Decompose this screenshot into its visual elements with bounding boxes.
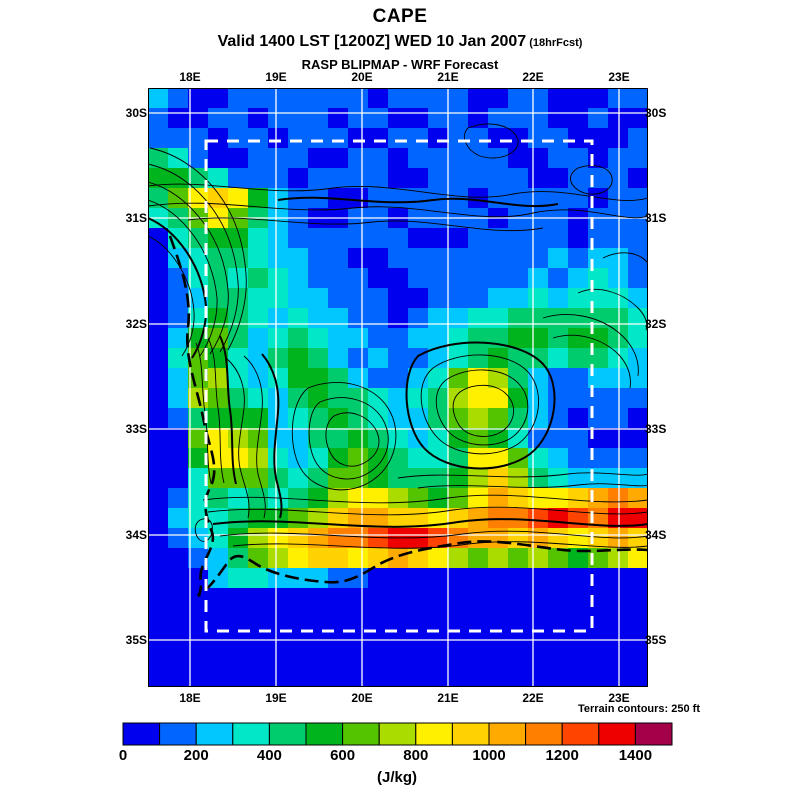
- coastline: [168, 235, 648, 598]
- lon-label-bottom-23E: 23E: [608, 691, 630, 705]
- lat-label-left-30S: 30S: [125, 106, 147, 120]
- lat-label-left-31S: 31S: [125, 211, 147, 225]
- valid-time-line: Valid 1400 LST [1200Z] WED 10 Jan 2007 (…: [0, 33, 800, 51]
- lon-label-top-19E: 19E: [265, 70, 287, 84]
- terrain-contour: [577, 289, 648, 331]
- colorbar-tick-label-0: 0: [118, 747, 128, 764]
- cape-map-svg: [148, 88, 648, 687]
- lat-label-left-33S: 33S: [125, 422, 147, 436]
- terrain-contour: [420, 354, 540, 455]
- map-border: [148, 88, 648, 687]
- terrain-contour: [542, 314, 639, 377]
- terrain-contour: [148, 181, 229, 355]
- colorbar-segment-1400: [634, 722, 673, 746]
- page-title: CAPE: [372, 6, 428, 27]
- terrain-contour: [325, 412, 380, 467]
- lon-label-bottom-19E: 19E: [265, 691, 287, 705]
- terrain-contour-bold: [148, 217, 208, 359]
- lat-label-right-30S: 30S: [645, 106, 667, 120]
- colorbar-tick-label-1200: 1200: [545, 747, 579, 764]
- lon-label-top-22E: 22E: [522, 70, 544, 84]
- terrain-contour: [202, 494, 648, 504]
- lat-label-left-34S: 34S: [125, 528, 147, 542]
- colorbar-segment-800: [415, 722, 453, 746]
- colorbar-tick-label-600: 600: [330, 747, 356, 764]
- terrain-contour-bold: [219, 335, 237, 485]
- colorbar-segment-600: [342, 722, 380, 746]
- inner-domain-box: [204, 139, 594, 633]
- lat-label-right-31S: 31S: [645, 211, 667, 225]
- colorbar-tick-label-1400: 1400: [618, 747, 653, 764]
- lat-label-right-34S: 34S: [645, 528, 667, 542]
- terrain-contour: [148, 235, 195, 357]
- terrain-contour-bold: [212, 518, 648, 528]
- model-subtitle: RASP BLIPMAP - WRF Forecast: [301, 57, 499, 72]
- terrain-contour: [464, 123, 519, 159]
- terrain-contour: [225, 357, 250, 519]
- colorbar-tick-label-1000: 1000: [472, 747, 506, 764]
- terrain-contour: [291, 382, 397, 491]
- lat-label-right-32S: 32S: [645, 317, 667, 331]
- colorbar-segment-300: [232, 722, 270, 746]
- terrain-contour: [219, 530, 648, 539]
- cape-fill-cells: [148, 88, 648, 687]
- terrain-contour: [148, 202, 648, 219]
- lon-label-bottom-21E: 21E: [437, 691, 459, 705]
- terrain-contour: [435, 369, 529, 446]
- colorbar-segment-100: [159, 722, 197, 746]
- lat-label-right-33S: 33S: [645, 422, 667, 436]
- terrain-contour: [207, 337, 225, 484]
- colorbar-svg: [122, 722, 673, 746]
- lon-label-top-18E: 18E: [179, 70, 201, 84]
- terrain-contour: [148, 183, 648, 201]
- lat-label-left-35S: 35S: [125, 633, 147, 647]
- colorbar-tick-label-200: 200: [183, 747, 209, 764]
- lon-label-bottom-22E: 22E: [522, 691, 544, 705]
- colorbar-segment-700: [378, 722, 417, 746]
- lon-label-top-21E: 21E: [437, 70, 459, 84]
- forecast-hour-tag: (18hrFcst): [526, 37, 583, 49]
- terrain-contour: [452, 384, 515, 437]
- terrain-contour: [417, 483, 648, 489]
- colorbar-segment-200: [195, 722, 234, 746]
- terrain-contour-bold: [405, 341, 556, 470]
- terrain-contour: [148, 199, 218, 357]
- colorbar-segment-400: [268, 722, 307, 746]
- terrain-contour-note: Terrain contours: 250 ft: [577, 703, 700, 715]
- colorbar-segment-500: [305, 722, 344, 746]
- lon-label-bottom-20E: 20E: [351, 691, 373, 705]
- terrain-contour: [397, 472, 648, 479]
- lon-label-bottom-18E: 18E: [179, 691, 201, 705]
- valid-time-text: Valid 1400 LST [1200Z] WED 10 Jan 2007: [217, 33, 527, 50]
- colorbar-tick-label-400: 400: [256, 747, 282, 764]
- colorbar-segment-900: [451, 722, 490, 746]
- colorbar-units-label: (J/kg): [376, 769, 417, 786]
- terrain-contour: [149, 147, 247, 351]
- terrain-contour: [148, 163, 239, 353]
- colorbar-segment-0: [122, 722, 161, 746]
- terrain-contour-bold: [277, 196, 559, 208]
- colorbar-tick-label-800: 800: [403, 747, 429, 764]
- colorbar-segment-1300: [598, 722, 636, 746]
- colorbar-segment-1200: [561, 722, 600, 746]
- colorbar-segment-1000: [488, 722, 527, 746]
- terrain-contour-bold: [261, 353, 283, 519]
- terrain-contour: [243, 355, 266, 519]
- terrain-contour: [308, 397, 389, 480]
- terrain-contour: [570, 165, 613, 195]
- terrain-contour: [552, 334, 631, 389]
- terrain-contour: [602, 252, 648, 265]
- lat-label-left-32S: 32S: [125, 317, 147, 331]
- colorbar-segment-1100: [525, 722, 563, 746]
- lon-label-top-23E: 23E: [608, 70, 630, 84]
- lat-label-right-35S: 35S: [645, 633, 667, 647]
- terrain-contour: [187, 217, 544, 232]
- lon-label-top-20E: 20E: [351, 70, 373, 84]
- terrain-contour: [232, 541, 648, 549]
